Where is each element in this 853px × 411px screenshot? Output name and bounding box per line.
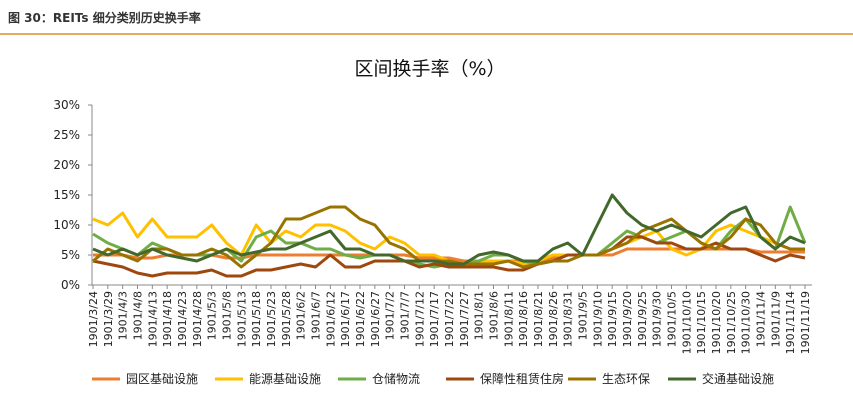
x-tick-label: 1901/5/18 — [250, 291, 263, 347]
x-tick-label: 1901/10/10 — [680, 291, 693, 354]
x-tick-label: 1901/7/22 — [443, 291, 456, 347]
x-tick-label: 1901/8/6 — [488, 291, 501, 340]
x-tick-label: 1901/6/2 — [295, 291, 308, 340]
x-tick-label: 1901/3/24 — [87, 291, 100, 347]
legend-label: 仓储物流 — [372, 371, 420, 386]
x-tick-label: 1901/3/29 — [102, 291, 115, 347]
x-tick-label: 1901/5/3 — [206, 291, 219, 340]
x-tick-label: 1901/8/26 — [547, 291, 560, 347]
x-tick-label: 1901/9/15 — [606, 291, 619, 347]
y-tick-label: 5% — [61, 248, 80, 262]
x-tick-label: 1901/4/23 — [176, 291, 189, 347]
x-tick-label: 1901/7/27 — [458, 291, 471, 347]
x-tick-label: 1901/9/25 — [636, 291, 649, 347]
x-tick-label: 1901/9/5 — [577, 291, 590, 340]
x-tick-label: 1901/11/14 — [784, 291, 797, 354]
chart-title: 区间换手率（%） — [354, 58, 505, 80]
x-tick-label: 1901/7/7 — [399, 291, 412, 340]
series-line — [92, 193, 806, 266]
legend-label: 能源基础设施 — [249, 372, 321, 386]
x-tick-label: 1901/11/19 — [799, 291, 812, 354]
x-tick-label: 1901/10/20 — [710, 291, 723, 354]
x-tick-label: 1901/9/30 — [651, 291, 664, 347]
x-tick-label: 1901/4/13 — [146, 291, 159, 347]
x-tick-label: 1901/5/13 — [235, 291, 248, 347]
x-tick-label: 1901/7/17 — [428, 291, 441, 347]
legend-label: 园区基础设施 — [126, 372, 198, 386]
x-tick-label: 1901/4/18 — [161, 291, 174, 347]
x-tick-label: 1901/5/23 — [265, 291, 278, 347]
x-tick-label: 1901/10/15 — [695, 291, 708, 354]
x-tick-label: 1901/4/8 — [132, 291, 145, 340]
x-tick-label: 1901/10/25 — [725, 291, 738, 354]
legend-label: 生态环保 — [602, 372, 650, 386]
x-tick-label: 1901/6/7 — [310, 291, 323, 340]
x-tick-label: 1901/8/21 — [532, 291, 545, 347]
y-tick-label: 0% — [61, 278, 80, 292]
x-tick-label: 1901/10/5 — [666, 291, 679, 347]
x-tick-label: 1901/6/17 — [339, 291, 352, 347]
x-tick-label: 1901/4/3 — [117, 291, 130, 340]
x-tick-label: 1901/5/8 — [221, 291, 234, 340]
x-tick-label: 1901/8/16 — [517, 291, 530, 347]
x-tick-label: 1901/10/30 — [740, 291, 753, 354]
x-tick-label: 1901/11/4 — [755, 291, 768, 347]
x-tick-label: 1901/9/20 — [621, 291, 634, 347]
y-tick-label: 10% — [53, 218, 80, 232]
y-tick-label: 15% — [53, 188, 80, 202]
y-tick-label: 30% — [53, 98, 80, 112]
legend-label: 保障性租赁住房 — [480, 371, 564, 386]
y-tick-label: 20% — [53, 158, 80, 172]
x-tick-label: 1901/9/10 — [591, 291, 604, 347]
header: 图 30：REITs 细分类别历史换手率 — [8, 10, 201, 25]
x-tick-label: 1901/7/2 — [384, 291, 397, 340]
x-tick-label: 1901/6/22 — [354, 291, 367, 347]
x-tick-label: 1901/7/12 — [413, 291, 426, 347]
x-tick-label: 1901/11/9 — [769, 291, 782, 347]
x-tick-label: 1901/8/31 — [562, 291, 575, 347]
x-tick-label: 1901/5/28 — [280, 291, 293, 347]
series-line — [92, 235, 806, 278]
x-tick-label: 1901/6/12 — [324, 291, 337, 347]
x-tick-label: 1901/6/27 — [369, 291, 382, 347]
y-tick-label: 25% — [53, 128, 80, 142]
x-tick-label: 1901/4/28 — [191, 291, 204, 347]
x-tick-label: 1901/8/1 — [473, 291, 486, 340]
x-tick-label: 1901/8/11 — [502, 291, 515, 347]
legend-label: 交通基础设施 — [702, 371, 774, 386]
